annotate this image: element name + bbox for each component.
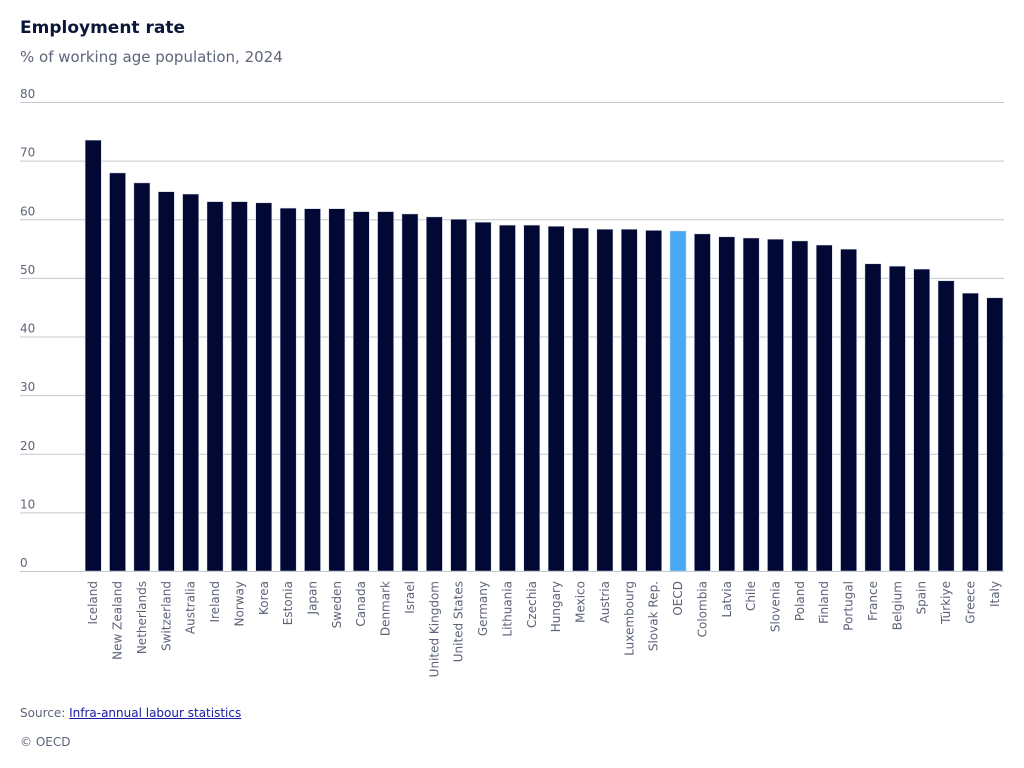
x-tick-label: Israel xyxy=(403,581,417,614)
x-tick-label: Norway xyxy=(232,581,246,627)
x-tick-label: Sweden xyxy=(330,581,344,628)
bar-colombia[interactable] xyxy=(694,233,711,572)
bar-chile[interactable] xyxy=(742,237,760,572)
x-tick-label: Poland xyxy=(793,581,807,621)
bar-hungary[interactable] xyxy=(547,226,565,572)
bars xyxy=(84,139,1004,572)
bar-czechia[interactable] xyxy=(523,224,541,572)
bar-estonia[interactable] xyxy=(279,207,297,572)
bar-belgium[interactable] xyxy=(889,265,906,572)
x-tick-label: Denmark xyxy=(379,581,393,636)
bar-greece[interactable] xyxy=(962,292,979,572)
bar-netherlands[interactable] xyxy=(133,182,151,572)
chart-title: Employment rate xyxy=(20,18,185,38)
bar-mexico[interactable] xyxy=(572,227,589,572)
bar-lithuania[interactable] xyxy=(499,224,516,572)
bar-united-states[interactable] xyxy=(450,219,468,572)
y-tick-label: 60 xyxy=(20,204,35,218)
x-tick-label: Czechia xyxy=(525,581,539,628)
x-tick-label: Ireland xyxy=(208,581,222,623)
bar-latvia[interactable] xyxy=(718,236,736,572)
bar-spain[interactable] xyxy=(913,268,931,572)
x-tick-label: United States xyxy=(452,581,466,662)
bar-chart: 0 10 20 30 40 50 60 70 80 Iceland New Zealand Neth… xyxy=(20,87,1004,677)
x-tick-label: Iceland xyxy=(86,581,100,624)
bar-ireland[interactable] xyxy=(206,201,224,572)
bar-luxembourg[interactable] xyxy=(620,228,638,572)
bar-italy[interactable] xyxy=(986,297,1004,572)
bar-iceland[interactable] xyxy=(84,139,102,572)
x-tick-label: New Zealand xyxy=(111,581,125,660)
y-tick-label: 80 xyxy=(20,87,35,101)
x-tick-label: Greece xyxy=(963,581,977,624)
x-tick-label: France xyxy=(866,581,880,621)
x-tick-label: Japan xyxy=(306,581,320,615)
bar-poland[interactable] xyxy=(791,240,809,572)
x-tick-label: Mexico xyxy=(574,581,588,623)
x-tick-label: Slovenia xyxy=(769,581,783,632)
y-tick-label: 50 xyxy=(20,263,35,277)
bar-sweden[interactable] xyxy=(328,208,346,572)
bar-norway[interactable] xyxy=(231,201,248,572)
x-tick-label: Korea xyxy=(257,581,271,615)
source-prefix: Source: xyxy=(20,706,70,720)
bar-switzerland[interactable] xyxy=(157,191,175,572)
bar-slovenia[interactable] xyxy=(767,238,784,572)
bar-finland[interactable] xyxy=(815,244,833,572)
bar-japan[interactable] xyxy=(304,208,321,572)
bar-korea[interactable] xyxy=(255,202,273,572)
source-note: Source: Infra-annual labour statistics xyxy=(20,706,241,720)
source-link[interactable]: Infra-annual labour statistics xyxy=(69,706,242,720)
bar-portugal[interactable] xyxy=(840,248,857,572)
x-tick-label: Italy xyxy=(988,581,1002,607)
y-tick-label: 70 xyxy=(20,146,35,160)
x-tick-label: Portugal xyxy=(842,581,856,631)
x-tick-label: Slovak Rep. xyxy=(647,581,661,651)
x-tick-label: Belgium xyxy=(890,581,904,630)
y-tick-label: 40 xyxy=(20,322,35,336)
x-tick-label: Germany xyxy=(476,581,490,636)
bar-australia[interactable] xyxy=(182,193,199,572)
y-axis-ticks: 0 10 20 30 40 50 60 70 80 xyxy=(20,87,35,570)
bar-slovak-rep[interactable] xyxy=(645,230,662,572)
x-tick-label: Latvia xyxy=(720,581,734,618)
x-tick-label: Türkiye xyxy=(939,581,953,625)
bar-t-rkiye[interactable] xyxy=(937,280,955,572)
x-tick-label: Austria xyxy=(598,581,612,623)
x-tick-label: Netherlands xyxy=(135,581,149,654)
bar-oecd[interactable] xyxy=(669,230,687,572)
x-tick-label: Colombia xyxy=(695,581,709,637)
bar-new-zealand[interactable] xyxy=(109,172,126,572)
x-tick-label: Lithuania xyxy=(500,581,514,637)
x-tick-label: United Kingdom xyxy=(427,581,441,677)
y-tick-label: 30 xyxy=(20,380,35,394)
x-tick-label: Luxembourg xyxy=(622,581,636,656)
x-tick-label: Hungary xyxy=(549,581,563,632)
chart-subtitle: % of working age population, 2024 xyxy=(20,48,283,66)
bar-austria[interactable] xyxy=(596,228,614,572)
bar-germany[interactable] xyxy=(474,221,492,572)
x-tick-label: Chile xyxy=(744,581,758,611)
y-tick-label: 10 xyxy=(20,497,35,511)
x-axis-labels: Iceland New Zealand Netherlands Switzerland… xyxy=(86,581,1002,677)
x-tick-label: Spain xyxy=(915,581,929,615)
y-tick-label: 0 xyxy=(20,556,28,570)
bar-united-kingdom[interactable] xyxy=(426,216,443,572)
bar-israel[interactable] xyxy=(401,213,419,572)
bar-france[interactable] xyxy=(864,263,882,572)
x-tick-label: Canada xyxy=(354,581,368,627)
bar-denmark[interactable] xyxy=(377,211,394,572)
x-tick-label: OECD xyxy=(671,581,685,616)
x-tick-label: Switzerland xyxy=(159,581,173,651)
x-tick-label: Australia xyxy=(184,581,198,634)
x-tick-label: Estonia xyxy=(281,581,295,625)
y-tick-label: 20 xyxy=(20,439,35,453)
bar-canada[interactable] xyxy=(352,211,370,572)
x-tick-label: Finland xyxy=(817,581,831,624)
copyright: © OECD xyxy=(20,735,71,749)
